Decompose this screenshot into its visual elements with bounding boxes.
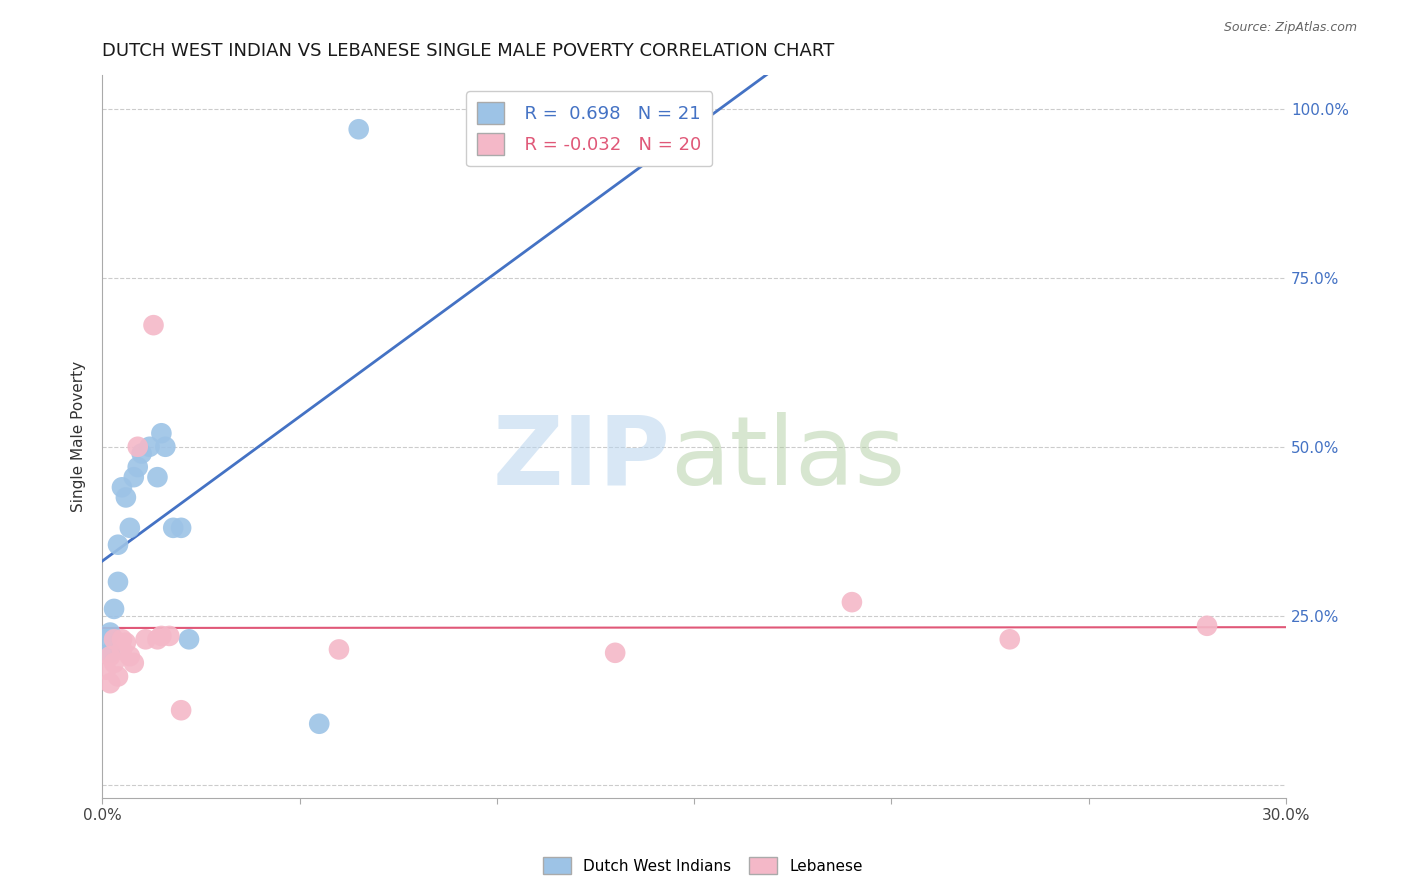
Text: DUTCH WEST INDIAN VS LEBANESE SINGLE MALE POVERTY CORRELATION CHART: DUTCH WEST INDIAN VS LEBANESE SINGLE MAL… <box>103 42 835 60</box>
Point <box>170 703 193 717</box>
Point <box>127 440 149 454</box>
Point <box>146 632 169 647</box>
Point <box>103 656 125 670</box>
Point <box>118 521 141 535</box>
Point <box>103 602 125 616</box>
Point <box>107 669 129 683</box>
Legend:   R =  0.698   N = 21,   R = -0.032   N = 20: R = 0.698 N = 21, R = -0.032 N = 20 <box>467 92 713 166</box>
Point <box>155 440 177 454</box>
Point <box>170 521 193 535</box>
Point <box>118 649 141 664</box>
Point <box>111 642 134 657</box>
Text: Source: ZipAtlas.com: Source: ZipAtlas.com <box>1223 21 1357 34</box>
Point <box>98 649 121 664</box>
Point <box>150 426 173 441</box>
Point <box>146 470 169 484</box>
Point <box>98 676 121 690</box>
Point <box>308 716 330 731</box>
Point <box>150 629 173 643</box>
Point <box>122 470 145 484</box>
Point <box>138 440 160 454</box>
Point <box>605 646 627 660</box>
Point <box>98 646 121 660</box>
Point <box>131 446 153 460</box>
Point <box>115 635 138 649</box>
Point <box>111 632 134 647</box>
Text: ZIP: ZIP <box>492 412 671 505</box>
Point <box>162 521 184 535</box>
Point <box>347 122 370 136</box>
Point <box>998 632 1021 647</box>
Point <box>177 632 200 647</box>
Point <box>107 538 129 552</box>
Point <box>107 574 129 589</box>
Point <box>328 642 350 657</box>
Point <box>111 480 134 494</box>
Legend: Dutch West Indians, Lebanese: Dutch West Indians, Lebanese <box>537 851 869 880</box>
Y-axis label: Single Male Poverty: Single Male Poverty <box>72 361 86 512</box>
Point <box>98 625 121 640</box>
Point <box>841 595 863 609</box>
Point <box>96 663 118 677</box>
Point <box>122 656 145 670</box>
Point <box>127 460 149 475</box>
Text: atlas: atlas <box>671 412 905 505</box>
Point <box>103 632 125 647</box>
Point <box>142 318 165 333</box>
Point <box>96 632 118 647</box>
Point <box>115 491 138 505</box>
Point <box>135 632 157 647</box>
Point <box>1195 619 1218 633</box>
Point <box>157 629 180 643</box>
